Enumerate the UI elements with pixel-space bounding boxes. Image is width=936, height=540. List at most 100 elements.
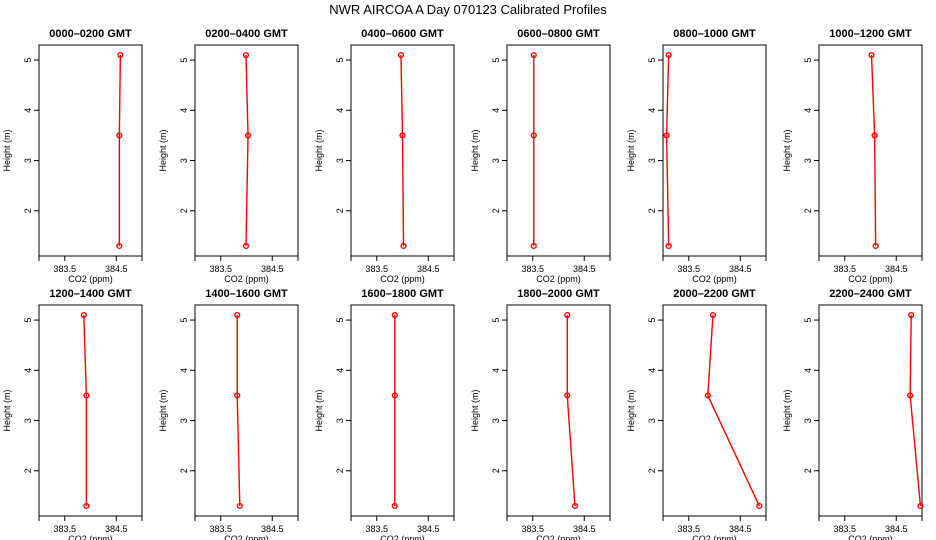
y-tick-label: 2 [491, 208, 501, 213]
y-tick-label: 4 [803, 108, 813, 113]
plot-frame [194, 304, 299, 517]
y-tick-label: 5 [647, 58, 657, 63]
panel-title: 0400–0600 GMT [361, 28, 444, 40]
x-tick-label: 384.5 [417, 264, 440, 274]
data-point [83, 502, 90, 510]
data-point [244, 132, 252, 139]
profile-line [665, 55, 670, 246]
y-axis-label: Height (m) [470, 389, 480, 431]
y-tick-label: 4 [803, 368, 813, 373]
data-point [564, 311, 571, 319]
x-tick-label: 384.5 [885, 524, 908, 534]
y-tick-label: 4 [179, 368, 189, 373]
x-tick-label: 384.5 [417, 524, 440, 534]
x-tick-label: 383.5 [833, 264, 856, 274]
x-tick-label: 384.5 [573, 524, 596, 534]
plot-frame [194, 44, 299, 257]
profile-line [707, 315, 760, 507]
y-tick-label: 5 [335, 58, 345, 63]
y-tick-label: 2 [335, 208, 345, 213]
y-axis-label: Height (m) [314, 389, 324, 431]
data-point [571, 502, 579, 510]
y-tick-label: 5 [23, 318, 33, 323]
panel-title: 1400–1600 GMT [205, 288, 288, 300]
x-axis-label: CO2 (ppm) [692, 534, 737, 540]
y-axis-label: Height (m) [626, 129, 636, 171]
y-tick-label: 4 [179, 108, 189, 113]
y-tick-label: 3 [335, 158, 345, 163]
plot-frame [350, 304, 455, 517]
y-tick-label: 4 [491, 108, 501, 113]
plot-frame [506, 304, 611, 517]
x-tick-label: 383.5 [209, 524, 232, 534]
panel-title: 1800–2000 GMT [517, 288, 600, 300]
y-tick-label: 4 [647, 368, 657, 373]
x-tick-label: 383.5 [53, 524, 76, 534]
profile-panel: 1000–1200 GMT 383.5 384.5 2 3 4 5 CO2 (ppm) Heig… [782, 28, 923, 284]
plot-frame [350, 44, 455, 257]
data-point [917, 502, 924, 510]
y-tick-label: 3 [647, 158, 657, 163]
x-tick-label: 384.5 [105, 264, 128, 274]
profile-line [83, 315, 88, 506]
data-point [908, 311, 915, 319]
x-tick-label: 383.5 [521, 524, 544, 534]
y-tick-label: 2 [23, 468, 33, 473]
x-axis-label: CO2 (ppm) [224, 274, 269, 284]
profile-panel: 2000–2200 GMT 383.5 384.5 2 3 4 5 CO2 (ppm) Heig… [626, 288, 767, 540]
profile-line [909, 315, 922, 507]
panel-title: 2000–2200 GMT [673, 288, 756, 300]
x-axis-label: CO2 (ppm) [68, 274, 113, 284]
x-tick-label: 383.5 [833, 524, 856, 534]
data-point [234, 311, 241, 319]
x-axis-label: CO2 (ppm) [224, 534, 269, 540]
x-tick-label: 383.5 [521, 264, 544, 274]
panel-title: 0600–0800 GMT [517, 28, 600, 40]
data-point [704, 392, 711, 399]
profile-line [566, 315, 576, 506]
y-axis-label: Height (m) [470, 129, 480, 171]
x-axis-label: CO2 (ppm) [68, 534, 113, 540]
y-tick-label: 3 [179, 158, 189, 163]
data-point [663, 132, 670, 139]
plot-frame [818, 304, 923, 517]
profile-panel: 0000–0200 GMT 383.5 384.5 2 3 4 5 CO2 (ppm) Heig… [2, 28, 143, 284]
profile-panel: 0800–1000 GMT 383.5 384.5 2 3 4 5 CO2 (ppm) Heig… [626, 28, 767, 284]
data-point [530, 51, 537, 59]
data-point [665, 242, 672, 250]
y-axis-label: Height (m) [626, 389, 636, 431]
y-tick-label: 3 [179, 418, 189, 423]
x-tick-label: 383.5 [209, 264, 232, 274]
x-tick-label: 383.5 [53, 264, 76, 274]
data-point [117, 51, 124, 59]
y-tick-label: 3 [491, 418, 501, 423]
x-tick-label: 384.5 [261, 524, 284, 534]
plot-frame [662, 44, 767, 257]
panel-title: 0000–0200 GMT [49, 28, 132, 40]
data-point [564, 392, 571, 399]
panel-title: 1600–1800 GMT [361, 288, 444, 300]
data-point [868, 51, 875, 59]
x-axis-label: CO2 (ppm) [848, 534, 893, 540]
panel-title: 0200–0400 GMT [205, 28, 288, 40]
y-axis-label: Height (m) [782, 129, 792, 171]
y-axis-label: Height (m) [2, 389, 12, 431]
y-tick-label: 5 [803, 318, 813, 323]
panel-title: 1200–1400 GMT [49, 288, 132, 300]
data-point [709, 311, 717, 319]
data-point [116, 242, 123, 250]
profile-line [118, 55, 122, 246]
y-tick-label: 3 [491, 158, 501, 163]
y-tick-label: 4 [335, 108, 345, 113]
y-tick-label: 4 [491, 368, 501, 373]
profile-line [870, 55, 877, 246]
y-tick-label: 4 [23, 368, 33, 373]
y-axis-label: Height (m) [782, 389, 792, 431]
panel-title: 2200–2400 GMT [829, 288, 912, 300]
figure-title: NWR AIRCOA A Day 070123 Calibrated Profi… [329, 2, 607, 17]
data-point [665, 51, 672, 59]
data-point [242, 242, 250, 250]
y-tick-label: 5 [491, 58, 501, 63]
y-tick-label: 2 [647, 468, 657, 473]
y-tick-label: 5 [179, 58, 189, 63]
